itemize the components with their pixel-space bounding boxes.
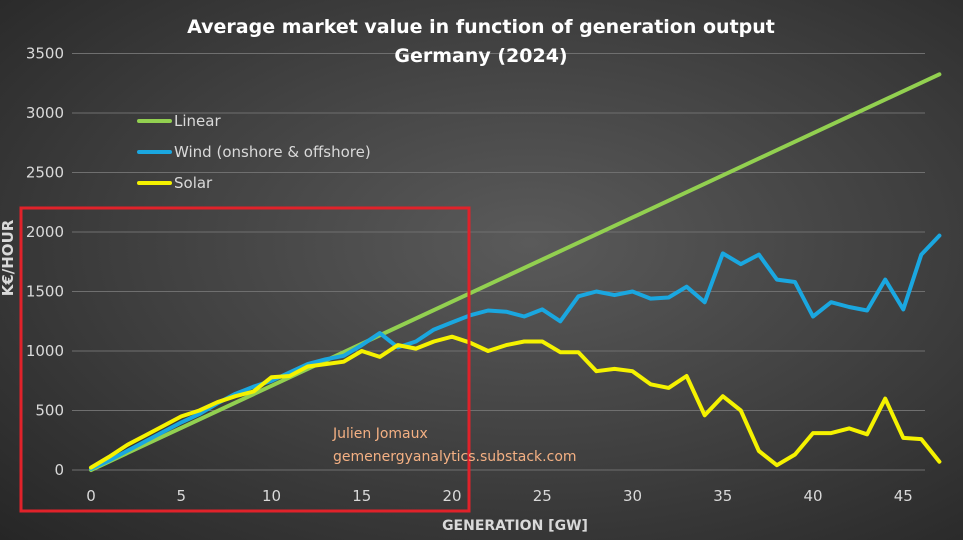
watermark-author: Julien Jomaux: [332, 426, 428, 442]
x-tick-label: 20: [442, 487, 461, 505]
y-tick-label: 3000: [26, 104, 64, 122]
chart-title: Average market value in function of gene…: [187, 16, 775, 38]
y-tick-label: 2000: [26, 223, 64, 241]
x-tick-label: 0: [86, 487, 96, 505]
x-tick-label: 35: [713, 487, 732, 505]
x-tick-label: 5: [176, 487, 186, 505]
series-lines: [89, 72, 942, 472]
y-tick-label: 3500: [26, 45, 64, 63]
y-tick-label: 2500: [26, 164, 64, 182]
x-tick-label: 15: [352, 487, 371, 505]
x-axis-ticks: 0 5 10 15 20 25 30 35 40 45: [86, 487, 913, 505]
y-axis-label: K€/HOUR: [0, 219, 17, 296]
x-axis-label: GENERATION [GW]: [442, 518, 588, 534]
y-tick-label: 1000: [26, 342, 64, 360]
x-tick-label: 45: [894, 487, 913, 505]
x-tick-label: 40: [803, 487, 822, 505]
series-line-3: [89, 334, 942, 470]
series-line-1: [89, 72, 942, 472]
y-axis-ticks: 0 500 1000 1500 2000 2500 3000 3500: [26, 45, 64, 480]
x-tick-label: 30: [623, 487, 642, 505]
chart-subtitle: Germany (2024): [394, 45, 567, 67]
y-tick-label: 1500: [26, 283, 64, 301]
legend-label: Solar: [174, 174, 213, 192]
x-tick-label: 10: [262, 487, 281, 505]
x-tick-label: 25: [533, 487, 552, 505]
y-tick-label: 500: [35, 402, 64, 420]
watermark-site: gemenergyanalytics.substack.com: [333, 449, 577, 465]
highlight-box: [19, 206, 471, 513]
legend: Linear Wind (onshore & offshore) Solar: [137, 112, 371, 192]
y-tick-label: 0: [54, 461, 64, 479]
legend-label: Wind (onshore & offshore): [174, 143, 371, 161]
legend-label: Linear: [174, 112, 221, 130]
